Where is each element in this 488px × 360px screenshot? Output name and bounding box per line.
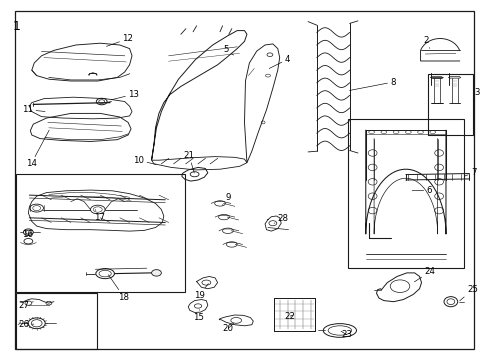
Bar [273, 298, 315, 331]
Text: 1: 1 [12, 20, 20, 33]
Text: 19: 19 [193, 284, 208, 300]
Text: 18: 18 [108, 275, 129, 302]
Text: 12: 12 [106, 35, 133, 46]
Text: 2: 2 [423, 36, 429, 48]
Bar [427, 74, 472, 135]
Text: 21: 21 [183, 151, 194, 173]
Text: 8: 8 [349, 78, 395, 90]
Bar [16, 174, 184, 292]
Text: 6: 6 [411, 186, 431, 195]
Text: 15: 15 [193, 310, 204, 322]
Text: 3: 3 [472, 89, 479, 101]
Text: 27: 27 [19, 301, 33, 310]
Text: 13: 13 [111, 90, 139, 100]
Text: 11: 11 [22, 105, 45, 114]
Text: 24: 24 [413, 267, 434, 282]
Text: 23: 23 [340, 330, 351, 339]
Text: 9: 9 [222, 193, 230, 205]
Text: 25: 25 [459, 285, 477, 301]
Text: 4: 4 [269, 55, 289, 68]
Ellipse shape [151, 270, 161, 276]
Text: 14: 14 [26, 130, 49, 168]
Text: 17: 17 [94, 210, 104, 222]
Bar [16, 293, 97, 349]
Text: 16: 16 [22, 230, 33, 239]
Text: 7: 7 [464, 168, 475, 177]
Text: 5: 5 [223, 45, 233, 55]
Text: 20: 20 [223, 323, 233, 333]
Text: 28: 28 [274, 215, 288, 223]
Text: 26: 26 [19, 320, 34, 329]
Bar [347, 119, 463, 268]
Text: 22: 22 [284, 312, 295, 321]
Text: 10: 10 [133, 156, 156, 165]
